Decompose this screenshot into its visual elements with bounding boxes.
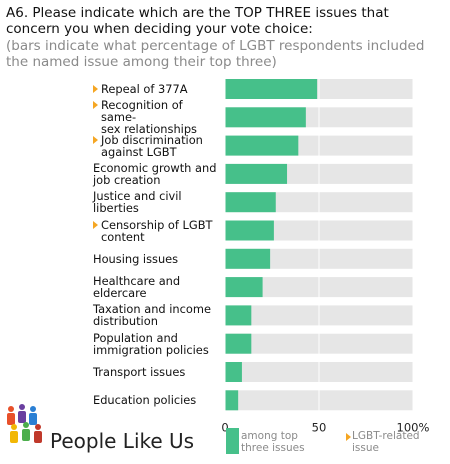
logo-person-head [11, 424, 17, 430]
bar [225, 163, 288, 184]
x-tick-label: 50 [312, 421, 327, 435]
category-label: Economic growth and job creation [93, 160, 217, 187]
logo-person-body [10, 431, 18, 443]
legend-marker-label: LGBT-related issue [352, 430, 420, 454]
logo-person-body [7, 413, 15, 425]
bar [225, 135, 299, 156]
category-label: Repeal of 377A [93, 83, 221, 95]
bar [225, 305, 252, 326]
category-label: Healthcare and eldercare [93, 274, 181, 301]
logo-person-head [23, 422, 29, 428]
lgbt-marker-icon [93, 135, 98, 144]
bar [225, 107, 306, 128]
category-label: Education policies [93, 393, 197, 408]
category-label: Transport issues [93, 365, 186, 379]
bar [225, 277, 263, 298]
x-tick-label: 100% [397, 421, 430, 435]
x-tick-label: 0 [221, 421, 228, 435]
category-label: Censorship of LGBT content [93, 219, 221, 243]
bar [225, 390, 239, 411]
category-label: Taxation and income distribution [93, 302, 211, 329]
category-label: Housing issues [93, 251, 179, 266]
category-label: Job discrimination against LGBT [93, 134, 221, 158]
people-like-us-logo [7, 404, 42, 443]
logo-person-body [22, 429, 30, 441]
bar [225, 220, 274, 241]
lgbt-marker-icon [93, 101, 98, 110]
bar [225, 248, 271, 269]
logo-person-body [34, 431, 42, 443]
bar [225, 333, 252, 354]
category-label: Justice and civil liberties [93, 189, 182, 216]
lgbt-marker-icon [93, 85, 98, 93]
chart-subtitle: (bars indicate what percentage of LGBT r… [6, 38, 425, 70]
logo-person-head [19, 404, 25, 410]
chart-title: A6. Please indicate which are the TOP TH… [6, 5, 389, 37]
category-label: Recognition of same-sex relationships [93, 99, 221, 135]
logo-person-head [8, 406, 14, 412]
legend-bar-swatch [226, 428, 239, 454]
lgbt-marker-icon [93, 220, 98, 229]
legend-bar-label: among top three issues [241, 430, 305, 454]
logo-person-body [18, 411, 26, 423]
category-label: Population and immigration policies [93, 330, 209, 357]
logo-person-body [29, 413, 37, 425]
legend-marker-icon [346, 433, 351, 441]
bar [225, 192, 276, 213]
logo-person-head [30, 406, 36, 412]
bar [225, 362, 242, 382]
brand-name: People Like Us [50, 429, 195, 453]
bar [225, 79, 318, 99]
logo-person-head [35, 424, 41, 430]
